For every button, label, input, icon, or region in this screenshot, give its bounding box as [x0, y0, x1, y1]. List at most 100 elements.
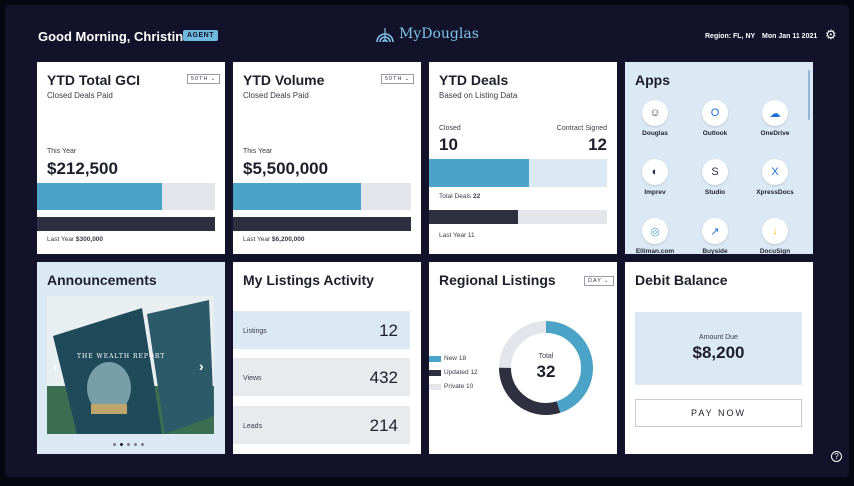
region-text: Region: FL, NY — [705, 33, 756, 40]
app-tile-imprev[interactable]: ◐ Imprev — [625, 159, 685, 196]
legend-value: 12 — [470, 369, 478, 376]
amount-due-value: $8,200 — [692, 343, 745, 362]
legend-swatch — [429, 369, 441, 376]
app-tile-elliman-com[interactable]: ◎ Elliman.com — [625, 218, 685, 254]
buyside-icon: ↗ — [702, 218, 728, 244]
app-tile-douglas[interactable]: ☺ Douglas — [625, 100, 685, 137]
top-bar: Good Morning, Christina AGENT MyDouglas … — [5, 5, 849, 61]
debit-title: Debit Balance — [635, 272, 728, 288]
app-label: Outlook — [702, 130, 728, 137]
leads-value: 214 — [369, 416, 398, 435]
apps-scrollbar[interactable] — [808, 70, 810, 120]
announcement-image[interactable]: THE WEALTH REPORT ‹ › — [47, 296, 214, 434]
gci-last-year: Last Year $300,000 — [47, 236, 103, 243]
carousel-dots — [113, 443, 144, 446]
app-tile-outlook[interactable]: O Outlook — [685, 100, 745, 137]
regional-donut-chart — [499, 321, 593, 415]
carousel-dot[interactable] — [113, 443, 116, 446]
app-tile-studio[interactable]: S Studio — [685, 159, 745, 196]
views-row[interactable]: Views 432 — [233, 358, 410, 396]
app-tile-docusign[interactable]: ↓ DocuSign — [745, 218, 805, 254]
gci-card: YTD Total GCI Closed Deals Paid 50TH ⌄ Th… — [37, 62, 225, 254]
volume-dropdown-value: 50TH — [385, 76, 403, 82]
legend-value: 10 — [466, 383, 474, 390]
deals-last-year-fill — [429, 210, 518, 224]
deals-signed-value: 12 — [588, 135, 607, 154]
deals-total-label: Total Deals — [439, 193, 472, 200]
carousel-dot[interactable] — [120, 443, 123, 446]
app-label: Douglas — [642, 130, 668, 137]
carousel-dot[interactable] — [127, 443, 130, 446]
regional-legend: New 18 Updated 12 Private 10 — [429, 355, 489, 395]
gci-progress-fill — [37, 183, 162, 210]
apps-title: Apps — [635, 72, 670, 88]
studio-icon: S — [702, 159, 728, 185]
announcements-title: Announcements — [47, 272, 157, 288]
legend-item-private: Private 10 — [429, 383, 473, 390]
chevron-down-icon: ⌄ — [404, 76, 411, 82]
volume-dropdown[interactable]: 50TH ⌄ — [381, 74, 415, 84]
volume-last-year-fill — [233, 217, 411, 231]
app-label: Studio — [704, 189, 726, 196]
donut-slice-private[interactable] — [499, 321, 593, 415]
brand-logo[interactable]: MyDouglas — [375, 25, 479, 43]
chevron-down-icon: ⌄ — [210, 76, 217, 82]
listings-row[interactable]: Listings 12 — [233, 311, 410, 349]
deals-closed-value: 10 — [439, 135, 458, 154]
regional-dropdown[interactable]: DAY ⌄ — [584, 276, 614, 286]
app-label: Buyside — [702, 248, 728, 254]
pay-now-button[interactable]: PAY NOW — [635, 399, 802, 427]
chevron-left-icon[interactable]: ‹ — [53, 358, 58, 374]
volume-this-year-value: $5,500,000 — [243, 159, 329, 178]
legend-swatch — [429, 355, 441, 362]
brand-name: MyDouglas — [399, 26, 479, 42]
donut-center-value: 32 — [536, 362, 556, 381]
legend-item-new: New 18 — [429, 355, 466, 362]
amount-due-box: Amount Due $8,200 — [635, 312, 802, 385]
donut-slice-updated[interactable] — [499, 321, 593, 415]
deals-title: YTD Deals — [439, 72, 509, 88]
carousel-dot[interactable] — [134, 443, 137, 446]
gear-icon[interactable]: ⚙ — [825, 27, 837, 42]
legend-label: New — [444, 355, 458, 362]
deals-progress-bar — [429, 159, 607, 187]
greeting-text: Good Morning, Christina — [38, 29, 191, 44]
chevron-right-icon[interactable]: › — [199, 358, 204, 374]
volume-this-year-label: This Year — [243, 148, 273, 155]
app-tile-buyside[interactable]: ↗ Buyside — [685, 218, 745, 254]
legend-value: 18 — [458, 355, 467, 362]
regional-title: Regional Listings — [439, 272, 556, 288]
gci-dropdown-value: 50TH — [191, 76, 209, 82]
dashboard-screen: Good Morning, Christina AGENT MyDouglas … — [5, 5, 849, 477]
apps-card: Apps ☺ Douglas O Outlook ☁ OneDrive ◐ Imprev S St… — [625, 62, 813, 254]
xpressdocs-icon: X — [762, 159, 788, 185]
debit-balance-card: Debit Balance Amount Due $8,200 PAY NOW — [625, 262, 813, 454]
docusign-icon: ↓ — [762, 218, 788, 244]
carousel-dot[interactable] — [141, 443, 144, 446]
deals-last-year: Last Year 11 — [439, 232, 475, 239]
gci-title: YTD Total GCI — [47, 72, 141, 88]
listings-title: My Listings Activity — [243, 272, 374, 288]
volume-last-year-label: Last Year — [243, 236, 271, 243]
gci-last-year-bar — [37, 217, 215, 231]
app-tile-onedrive[interactable]: ☁ OneDrive — [745, 100, 805, 137]
volume-progress-fill — [233, 183, 362, 210]
gci-this-year-value: $212,500 — [47, 159, 118, 178]
app-label: OneDrive — [760, 130, 790, 137]
views-value: 432 — [369, 368, 398, 387]
gci-subtitle: Closed Deals Paid — [47, 91, 113, 100]
announcements-card: Announcements THE WEALTH REPORT ‹ › — [37, 262, 225, 454]
leads-label: Leads — [243, 423, 263, 430]
app-label: DocuSign — [759, 248, 791, 254]
listings-value: 12 — [379, 321, 398, 340]
gci-last-year-value: $300,000 — [75, 236, 104, 243]
question-icon[interactable]: ? — [831, 451, 842, 462]
volume-progress-bar — [233, 183, 411, 210]
outlook-icon: O — [702, 100, 728, 126]
leads-row[interactable]: Leads 214 — [233, 406, 410, 444]
deals-total-value: 22 — [472, 193, 481, 200]
promo-title: THE WEALTH REPORT — [77, 353, 165, 360]
app-tile-xpressdocs[interactable]: X XpressDocs — [745, 159, 805, 196]
date-text: Mon Jan 11 2021 — [762, 33, 818, 40]
gci-dropdown[interactable]: 50TH ⌄ — [187, 74, 221, 84]
